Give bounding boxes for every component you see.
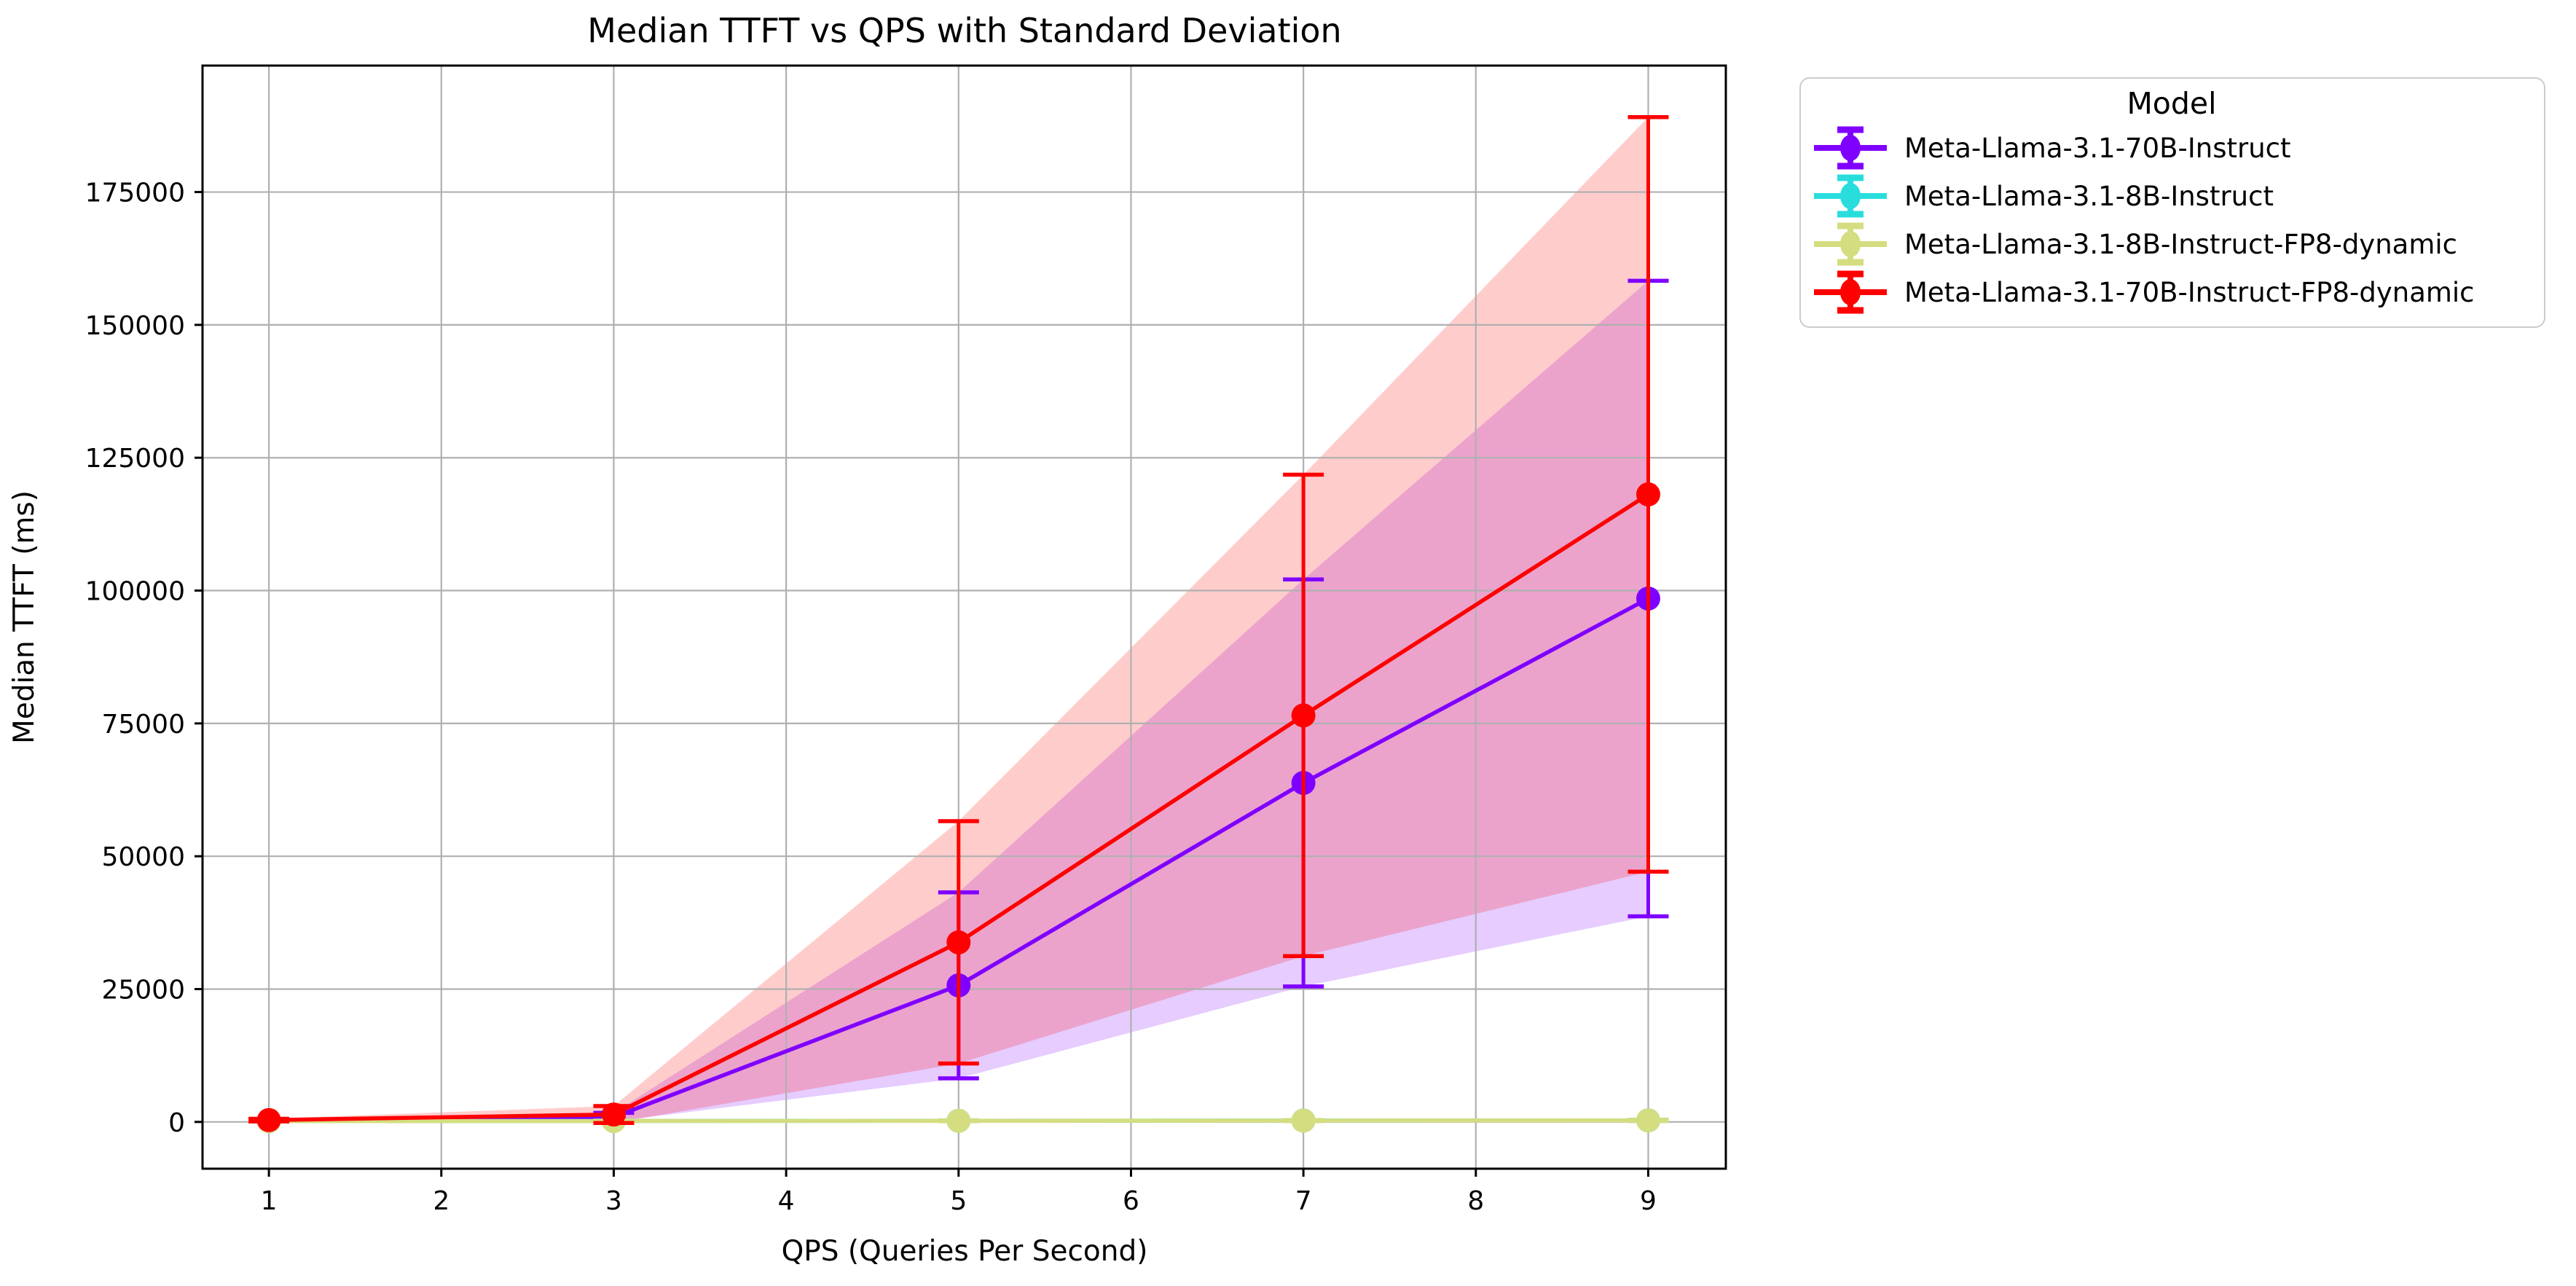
legend-item: Meta-Llama-3.1-70B-Instruct-FP8-dynamic [1813,268,2531,316]
x-tick-label: 9 [1640,1186,1657,1216]
legend-item-label: Meta-Llama-3.1-70B-Instruct [1904,132,2291,164]
data-point-marker [946,930,971,954]
y-axis-label: Median TTFT (ms) [8,490,41,744]
x-tick-label: 3 [605,1186,622,1216]
legend-item-label: Meta-Llama-3.1-8B-Instruct [1904,180,2274,212]
legend-errorbar-icon [1814,126,1887,170]
y-tick-label: 125000 [85,444,185,474]
data-point-marker [256,1107,281,1132]
x-tick-label: 8 [1467,1186,1484,1216]
legend-item: Meta-Llama-3.1-8B-Instruct [1813,172,2531,220]
data-point-marker [601,1102,626,1127]
series [248,114,1669,1132]
legend-item: Meta-Llama-3.1-70B-Instruct [1813,124,2531,172]
x-tick-label: 1 [261,1186,278,1216]
x-tick-label: 7 [1295,1186,1312,1216]
y-tick-label: 75000 [101,710,185,740]
y-tick-label: 0 [168,1108,185,1138]
y-tick-label: 175000 [85,179,185,208]
y-tick-label: 150000 [85,311,185,341]
data-point-marker [1291,703,1316,728]
legend-item: Meta-Llama-3.1-8B-Instruct-FP8-dynamic [1813,220,2531,268]
series-layer [248,114,1669,1134]
x-axis-label: QPS (Queries Per Second) [782,1235,1148,1268]
legend-item-label: Meta-Llama-3.1-70B-Instruct-FP8-dynamic [1904,276,2475,308]
y-tick-label: 100000 [85,577,185,607]
y-tick-label: 25000 [101,976,185,1005]
legend-item-label: Meta-Llama-3.1-8B-Instruct-FP8-dynamic [1904,228,2457,260]
legend-errorbar-icon [1814,222,1887,266]
axes-ticks-layer: 1 2 3 4 5 6 7 8 9 0 25000 50000 75000 100000 125000 150… [85,179,1657,1216]
x-tick-label: 2 [433,1186,449,1216]
legend-rows: Meta-Llama-3.1-70B-Instruct Meta-Llama-3.… [1813,124,2531,316]
data-point-marker [1635,482,1660,507]
data-point-marker [946,1108,971,1133]
legend-errorbar-icon [1814,270,1887,314]
legend-errorbar-icon [1814,174,1887,218]
data-point-marker [1291,1108,1316,1133]
data-point-marker [1635,1108,1660,1133]
chart-title: Median TTFT vs QPS with Standard Deviati… [587,11,1341,50]
plot-border [201,64,1727,1170]
legend-box: Model Meta-Llama-3.1-70B-Instruct Meta-Ll… [1799,77,2545,328]
x-tick-label: 6 [1123,1186,1139,1216]
y-tick-label: 50000 [101,842,185,872]
x-tick-label: 5 [950,1186,967,1216]
legend-title: Model [2127,86,2217,121]
x-tick-label: 4 [778,1186,795,1216]
